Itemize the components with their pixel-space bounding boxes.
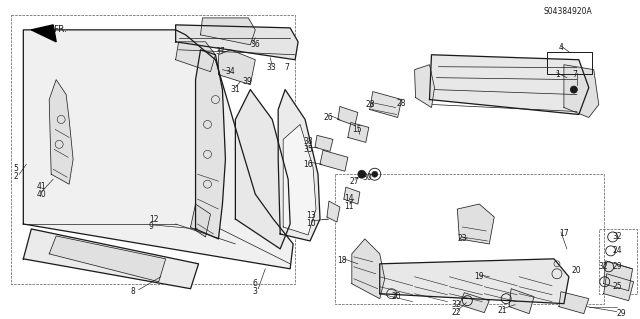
Text: 7: 7 [284, 63, 289, 72]
Text: 24: 24 [612, 246, 622, 256]
Text: 36: 36 [250, 40, 260, 49]
Polygon shape [559, 292, 589, 314]
Text: 32: 32 [612, 233, 622, 241]
Polygon shape [315, 135, 333, 151]
Text: 15: 15 [352, 125, 362, 134]
Text: 39: 39 [243, 77, 252, 86]
Text: 12: 12 [148, 214, 158, 224]
Polygon shape [175, 42, 216, 72]
Text: 4: 4 [559, 43, 564, 52]
Text: 11: 11 [344, 202, 353, 211]
Text: 23: 23 [458, 234, 467, 243]
Polygon shape [604, 274, 634, 300]
Polygon shape [327, 201, 340, 222]
Text: 38: 38 [303, 137, 313, 146]
Text: 27: 27 [350, 177, 360, 186]
Polygon shape [191, 204, 211, 237]
Text: 32: 32 [599, 262, 609, 271]
Polygon shape [23, 30, 293, 269]
Text: 7: 7 [572, 70, 577, 79]
Text: 5: 5 [13, 164, 19, 173]
Bar [547, 52, 592, 74]
Polygon shape [338, 107, 358, 125]
Polygon shape [352, 239, 385, 299]
Text: 29: 29 [612, 262, 622, 271]
Text: 2: 2 [13, 172, 18, 181]
Polygon shape [604, 261, 632, 291]
Polygon shape [429, 55, 589, 115]
Text: 17: 17 [559, 229, 568, 239]
Polygon shape [236, 90, 290, 249]
Text: 28: 28 [397, 99, 406, 108]
Text: 35: 35 [303, 145, 313, 154]
Circle shape [570, 86, 577, 93]
Polygon shape [31, 25, 56, 42]
Polygon shape [200, 18, 255, 45]
Text: 31: 31 [230, 85, 240, 94]
Polygon shape [49, 236, 166, 282]
Polygon shape [458, 204, 494, 244]
Text: 22: 22 [451, 308, 461, 317]
Polygon shape [218, 50, 255, 85]
Text: 29: 29 [617, 309, 627, 318]
Polygon shape [49, 80, 73, 184]
Text: 19: 19 [474, 272, 484, 281]
Text: 25: 25 [612, 282, 622, 291]
Text: 40: 40 [36, 189, 46, 199]
Text: 6: 6 [252, 279, 257, 288]
Text: 3: 3 [252, 287, 257, 296]
Circle shape [360, 172, 364, 176]
Text: S04384920A: S04384920A [544, 7, 593, 17]
Polygon shape [344, 187, 360, 204]
Text: 26: 26 [324, 113, 333, 122]
Text: 20: 20 [392, 292, 401, 301]
Text: 32: 32 [451, 300, 461, 309]
Text: 30: 30 [363, 173, 372, 182]
Polygon shape [283, 124, 316, 235]
Text: FR.: FR. [53, 26, 67, 34]
Text: 9: 9 [148, 222, 154, 232]
Text: 8: 8 [131, 287, 136, 296]
Text: 18: 18 [337, 256, 346, 265]
Circle shape [358, 170, 366, 178]
Polygon shape [175, 25, 298, 60]
Text: 20: 20 [572, 266, 582, 275]
Polygon shape [509, 289, 534, 314]
Polygon shape [320, 150, 348, 171]
Text: 41: 41 [36, 182, 46, 191]
Text: 13: 13 [306, 211, 316, 219]
Polygon shape [23, 229, 198, 289]
Polygon shape [370, 92, 402, 117]
Text: 16: 16 [303, 160, 313, 169]
Circle shape [372, 171, 378, 177]
Text: 10: 10 [306, 219, 316, 227]
Polygon shape [564, 65, 599, 117]
Text: 37: 37 [216, 47, 225, 56]
Polygon shape [196, 50, 225, 239]
Polygon shape [380, 259, 569, 304]
Text: 28: 28 [366, 100, 375, 109]
Text: 21: 21 [497, 306, 507, 315]
Polygon shape [460, 293, 489, 313]
Text: 14: 14 [344, 194, 353, 203]
Polygon shape [415, 65, 435, 108]
Text: 33: 33 [266, 63, 276, 72]
Polygon shape [348, 122, 369, 142]
Polygon shape [278, 90, 320, 241]
Text: 34: 34 [225, 67, 235, 76]
Text: 1: 1 [555, 70, 560, 79]
